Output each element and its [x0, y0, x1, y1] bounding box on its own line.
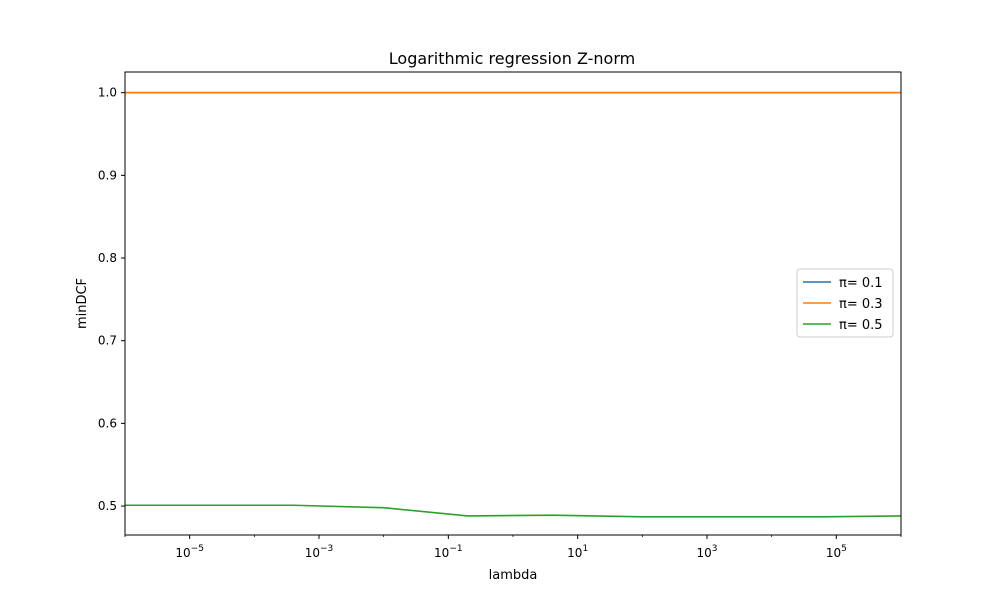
series-layer — [125, 91, 902, 518]
y-tick-label: 0.5 — [98, 499, 117, 513]
chart-title: Logarithmic regression Z-norm — [389, 49, 635, 68]
x-tick-label: 103 — [696, 544, 717, 560]
series-line-3 — [125, 504, 902, 518]
x-axis: 10−5 10−3 10−1 101 103 105 — [124, 535, 902, 560]
y-tick-label: 0.8 — [98, 251, 117, 265]
legend-label: π= 0.1 — [839, 276, 883, 291]
y-tick-label: 0.7 — [98, 334, 117, 348]
plot-area — [125, 72, 901, 535]
y-axis-label: minDCF — [75, 278, 90, 329]
x-axis-label: lambda — [489, 568, 538, 583]
y-axis: 0.5 0.6 0.7 0.8 0.9 1.0 — [98, 86, 125, 513]
x-tick-label: 101 — [567, 544, 588, 560]
y-tick-label: 0.9 — [98, 168, 117, 182]
x-tick-label: 105 — [826, 544, 847, 560]
legend-label: π= 0.3 — [839, 297, 883, 312]
y-tick-label: 1.0 — [98, 86, 117, 100]
legend-box — [796, 268, 894, 338]
x-tick-label: 10−5 — [175, 544, 204, 560]
plot-background — [125, 72, 901, 535]
legend: π= 0.1 π= 0.3 π= 0.5 — [796, 268, 894, 338]
y-tick-label: 0.6 — [98, 416, 117, 430]
x-tick-label: 10−1 — [434, 544, 463, 560]
x-tick-label: 10−3 — [305, 544, 334, 560]
legend-label: π= 0.5 — [839, 318, 883, 333]
